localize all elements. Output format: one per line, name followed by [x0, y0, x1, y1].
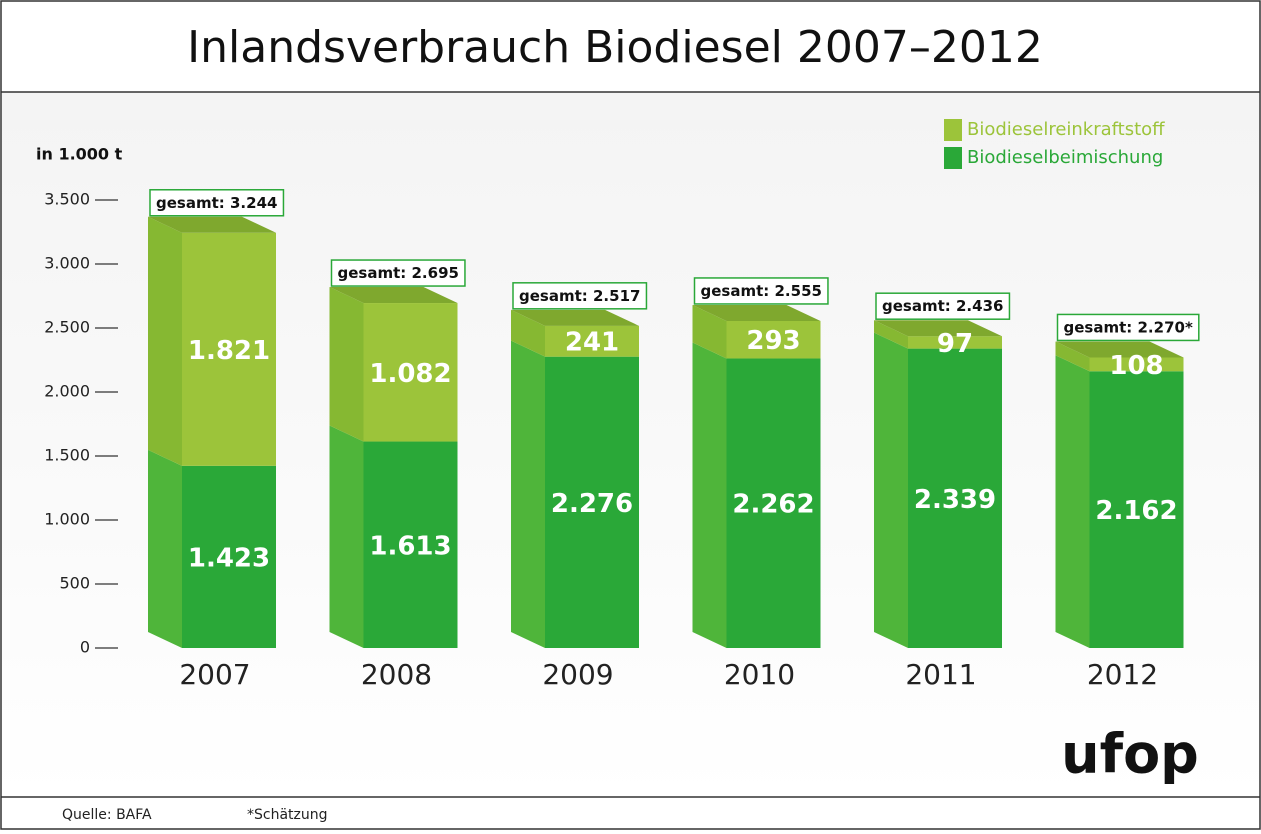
bar-side — [148, 450, 182, 648]
x-tick-label: 2012 — [1087, 658, 1158, 691]
bar-side — [1056, 355, 1090, 648]
y-tick-label: 0 — [80, 638, 90, 657]
legend-swatch — [944, 119, 962, 141]
value-label: 241 — [565, 328, 619, 358]
value-label: 1.613 — [369, 531, 451, 561]
total-value: 2.270* — [1138, 318, 1193, 336]
source: Quelle: BAFA — [62, 807, 152, 823]
legend-label: Biodieselreinkraftstoff — [967, 119, 1165, 140]
total-label: gesamt: 3.244 — [150, 190, 283, 216]
logo: ufop — [1061, 723, 1199, 786]
total-value: 2.517 — [593, 286, 640, 304]
x-tick-label: 2008 — [361, 658, 432, 691]
bar-side — [874, 333, 908, 648]
y-tick-label: 3.500 — [44, 190, 90, 209]
value-label: 1.821 — [188, 336, 270, 366]
bar-side — [330, 287, 364, 441]
value-label: 1.082 — [369, 359, 451, 389]
value-label: 108 — [1109, 351, 1163, 381]
page: {"chart_data": {"type": "stacked-bar-3d"… — [0, 0, 1261, 834]
value-label: 1.423 — [188, 543, 270, 573]
value-label: 97 — [937, 329, 973, 359]
total-text: gesamt: 2.436 — [882, 297, 1003, 315]
value-label: 2.162 — [1095, 496, 1177, 526]
chart: Inlandsverbrauch Biodiesel 2007–2012 in … — [0, 0, 1261, 830]
bar-side — [330, 426, 364, 648]
y-tick-label: 1.500 — [44, 446, 90, 465]
legend-swatch — [944, 147, 962, 169]
total-prefix: gesamt: — [519, 286, 588, 304]
total-label: gesamt: 2.555 — [695, 278, 828, 304]
total-label: gesamt: 2.436 — [876, 293, 1009, 319]
value-label: 2.339 — [914, 485, 996, 515]
total-label: gesamt: 2.270* — [1058, 314, 1199, 340]
x-tick-label: 2011 — [905, 658, 976, 691]
total-value: 3.244 — [230, 193, 277, 211]
x-tick-label: 2007 — [179, 658, 250, 691]
y-tick-label: 1.000 — [44, 510, 90, 529]
total-text: gesamt: 2.270* — [1064, 318, 1193, 336]
total-text: gesamt: 2.517 — [519, 286, 640, 304]
value-label: 2.276 — [551, 489, 633, 519]
total-prefix: gesamt: — [701, 281, 770, 299]
total-prefix: gesamt: — [1064, 318, 1133, 336]
x-tick-label: 2009 — [542, 658, 613, 691]
footnote: *Schätzung — [247, 807, 328, 823]
total-label: gesamt: 2.517 — [513, 283, 646, 309]
bar-side — [511, 341, 545, 648]
x-tick-label: 2010 — [724, 658, 795, 691]
chart-title: Inlandsverbrauch Biodiesel 2007–2012 — [187, 22, 1043, 73]
y-tick-label: 500 — [59, 574, 90, 593]
bar-side — [693, 342, 727, 648]
total-text: gesamt: 2.555 — [701, 281, 822, 299]
total-prefix: gesamt: — [338, 264, 407, 282]
total-text: gesamt: 2.695 — [338, 264, 459, 282]
y-axis-label: in 1.000 t — [36, 145, 123, 164]
y-tick-label: 2.500 — [44, 318, 90, 337]
value-label: 293 — [746, 326, 800, 356]
total-value: 2.436 — [956, 297, 1003, 315]
total-value: 2.695 — [412, 264, 459, 282]
bar-side — [148, 217, 182, 466]
value-label: 2.262 — [732, 490, 814, 520]
legend-label: Biodieselbeimischung — [967, 147, 1163, 168]
total-label: gesamt: 2.695 — [332, 260, 465, 286]
y-tick-label: 2.000 — [44, 382, 90, 401]
y-tick-label: 3.000 — [44, 254, 90, 273]
total-text: gesamt: 3.244 — [156, 193, 277, 211]
total-value: 2.555 — [775, 281, 822, 299]
total-prefix: gesamt: — [882, 297, 951, 315]
total-prefix: gesamt: — [156, 193, 225, 211]
